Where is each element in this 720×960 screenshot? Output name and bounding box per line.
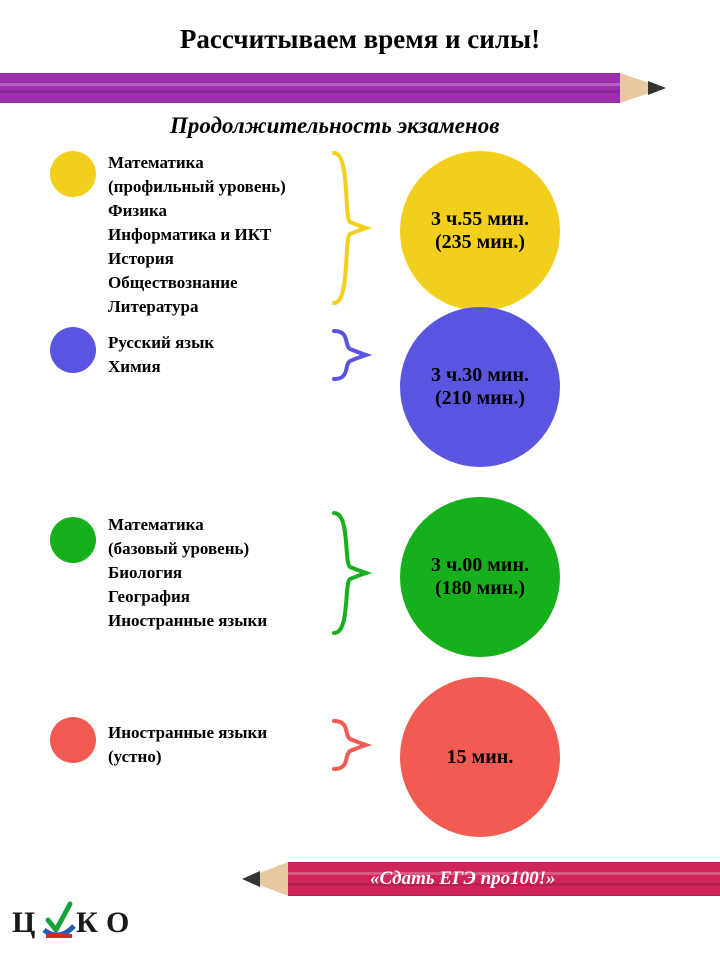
duration-line1: 3 ч.00 мин. — [431, 554, 529, 577]
subject-line: Математика — [108, 513, 338, 537]
subject-line: Химия — [108, 355, 338, 379]
pencil-stripe — [0, 90, 620, 93]
footer-slogan: «Сдать ЕГЭ про100!» — [370, 868, 556, 890]
duration-line2: (210 мин.) — [431, 387, 529, 410]
group-subjects: Иностранные языки(устно) — [108, 721, 338, 769]
subject-line: Русский язык — [108, 331, 338, 355]
exam-group: Математика(профильный уровень)ФизикаИнфо… — [0, 147, 720, 327]
subject-line: Математика — [108, 151, 338, 175]
group-dot-icon — [50, 151, 96, 197]
group-subjects: Математика(профильный уровень)ФизикаИнфо… — [108, 151, 338, 319]
exam-groups: Математика(профильный уровень)ФизикаИнфо… — [0, 147, 720, 857]
pencil-lead — [648, 81, 666, 95]
subject-line: Информатика и ИКТ — [108, 223, 338, 247]
brace-icon — [330, 331, 370, 379]
exam-group: Иностранные языки(устно) 15 мин. — [0, 687, 720, 867]
duration-line1: 3 ч.30 мин. — [431, 364, 529, 387]
duration-line1: 3 ч.55 мин. — [431, 208, 529, 231]
subject-line: Биология — [108, 561, 338, 585]
logo-svg: Ц К О — [12, 890, 142, 950]
logo-letter: Ц — [12, 906, 35, 939]
duration-circle: 3 ч.30 мин.(210 мин.) — [400, 307, 560, 467]
subject-line: (устно) — [108, 745, 338, 769]
duration-text: 3 ч.00 мин.(180 мин.) — [431, 554, 529, 600]
subject-line: (профильный уровень) — [108, 175, 338, 199]
check-icon — [48, 904, 70, 930]
logo: Ц К О — [12, 890, 142, 950]
duration-text: 15 мин. — [447, 746, 514, 769]
logo-letter: К — [76, 906, 98, 939]
group-dot-icon — [50, 327, 96, 373]
logo-letter: О — [106, 906, 129, 939]
duration-circle: 3 ч.55 мин.(235 мин.) — [400, 151, 560, 311]
pencil-body — [0, 73, 620, 103]
subject-line: Иностранные языки — [108, 721, 338, 745]
pencil-lead — [242, 871, 260, 887]
duration-line2: (235 мин.) — [431, 231, 529, 254]
group-dot-icon — [50, 517, 96, 563]
group-dot-icon — [50, 717, 96, 763]
duration-line2: (180 мин.) — [431, 577, 529, 600]
brace-icon — [330, 513, 370, 633]
logo-check-icon — [44, 904, 74, 936]
subject-line: Иностранные языки — [108, 609, 338, 633]
pencil-stripe — [0, 83, 620, 86]
subject-line: (базовый уровень) — [108, 537, 338, 561]
group-subjects: Математика(базовый уровень)БиологияГеогр… — [108, 513, 338, 633]
pencil-divider-bottom: «Сдать ЕГЭ про100!» — [240, 862, 720, 896]
subtitle-text: Продолжительность экзаменов — [170, 113, 499, 138]
page-title: Рассчитываем время и силы! — [0, 0, 720, 55]
brace-icon — [330, 721, 370, 769]
subject-line: История — [108, 247, 338, 271]
group-subjects: Русский языкХимия — [108, 331, 338, 379]
exam-group: Математика(базовый уровень)БиологияГеогр… — [0, 507, 720, 687]
duration-circle: 15 мин. — [400, 677, 560, 837]
subject-line: Физика — [108, 199, 338, 223]
title-text: Рассчитываем время и силы! — [180, 24, 540, 54]
brace-icon — [330, 153, 370, 303]
subject-line: Обществознание — [108, 271, 338, 295]
exam-group: Русский языкХимия 3 ч.30 мин.(210 мин.) — [0, 317, 720, 497]
subject-line: География — [108, 585, 338, 609]
duration-line1: 15 мин. — [447, 746, 514, 769]
subtitle: Продолжительность экзаменов — [170, 113, 720, 139]
duration-text: 3 ч.55 мин.(235 мин.) — [431, 208, 529, 254]
subject-line: Литература — [108, 295, 338, 319]
pencil-divider-top — [0, 73, 720, 103]
duration-circle: 3 ч.00 мин.(180 мин.) — [400, 497, 560, 657]
duration-text: 3 ч.30 мин.(210 мин.) — [431, 364, 529, 410]
